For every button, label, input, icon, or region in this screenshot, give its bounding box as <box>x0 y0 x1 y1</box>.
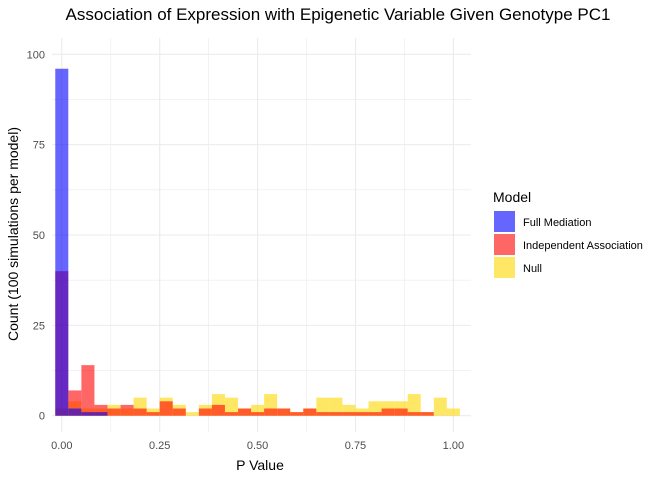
legend-key <box>494 211 515 232</box>
histogram-bar-independent-association <box>420 412 434 416</box>
histogram-bar-independent-association <box>264 408 278 416</box>
y-tick-label: 75 <box>33 140 45 152</box>
y-tick-label: 25 <box>33 320 45 332</box>
histogram-bar-independent-association <box>224 412 238 416</box>
histogram-bar-independent-association <box>368 412 382 416</box>
histogram-bar-independent-association <box>159 401 173 416</box>
histogram-bar-independent-association <box>290 412 304 416</box>
histogram-bar-independent-association <box>251 412 265 416</box>
histogram-bar-independent-association <box>394 408 408 416</box>
chart-title: Association of Expression with Epigeneti… <box>66 5 611 24</box>
histogram-bar-independent-association <box>146 412 160 416</box>
legend-key <box>494 234 515 255</box>
histogram-bar-independent-association <box>107 408 121 416</box>
legend: Model Full Mediation Independent Associat… <box>493 189 643 278</box>
legend-label: Full Mediation <box>523 217 591 229</box>
x-tick-label: 0.75 <box>345 440 366 452</box>
histogram-bar-null <box>185 412 199 416</box>
histogram-bar-independent-association <box>133 408 147 416</box>
histogram-bar-null <box>224 397 238 416</box>
histogram-bar-full-mediation <box>68 408 82 416</box>
histogram-bar-independent-association <box>238 408 252 416</box>
histogram-bar-null <box>329 397 343 416</box>
y-tick-label: 100 <box>27 49 45 61</box>
histogram-bar-null <box>316 397 330 416</box>
legend-label: Independent Association <box>523 240 643 252</box>
y-tick-label: 50 <box>33 230 45 242</box>
histogram-bar-independent-association <box>172 408 186 416</box>
histogram-bar-null <box>446 408 460 416</box>
y-tick-label: 0 <box>39 411 45 423</box>
histogram-bar-full-mediation <box>94 412 108 416</box>
histogram-bar-independent-association <box>316 412 330 416</box>
x-tick-label: 0.00 <box>51 440 72 452</box>
histogram-bar-null <box>407 394 421 416</box>
histogram-bar-independent-association <box>355 412 369 416</box>
x-tick-label: 1.00 <box>443 440 464 452</box>
histogram-bar-independent-association <box>277 408 291 416</box>
histogram-bar-independent-association <box>81 365 95 416</box>
y-axis-ticks: 0 25 50 75 100 <box>27 49 45 422</box>
grid-lines <box>52 38 471 432</box>
histogram-bar-full-mediation <box>81 412 95 416</box>
histogram-bar-independent-association <box>342 412 356 416</box>
x-tick-label: 0.50 <box>247 440 268 452</box>
histogram-bar-independent-association <box>198 408 212 416</box>
legend-label: Null <box>523 263 542 275</box>
x-tick-label: 0.25 <box>149 440 170 452</box>
legend-key <box>494 257 515 278</box>
histogram-bar-independent-association <box>94 404 108 416</box>
histogram-bar-full-mediation <box>55 68 69 416</box>
histogram-bar-independent-association <box>407 412 421 416</box>
histogram-bars <box>55 68 460 416</box>
histogram-bar-independent-association <box>303 408 317 416</box>
histogram-bar-null <box>251 404 265 416</box>
legend-title: Model <box>493 189 531 205</box>
histogram-bar-independent-association <box>381 408 395 416</box>
x-axis-title: P Value <box>236 457 284 473</box>
x-axis-ticks: 0.00 0.25 0.50 0.75 1.00 <box>51 440 464 452</box>
histogram-bar-independent-association <box>211 404 225 416</box>
histogram-bar-independent-association <box>329 412 343 416</box>
histogram-bar-independent-association <box>120 404 134 416</box>
histogram-bar-null <box>342 404 356 416</box>
histogram-bar-null <box>433 397 447 416</box>
y-axis-title: Count (100 simulations per model) <box>5 127 21 341</box>
